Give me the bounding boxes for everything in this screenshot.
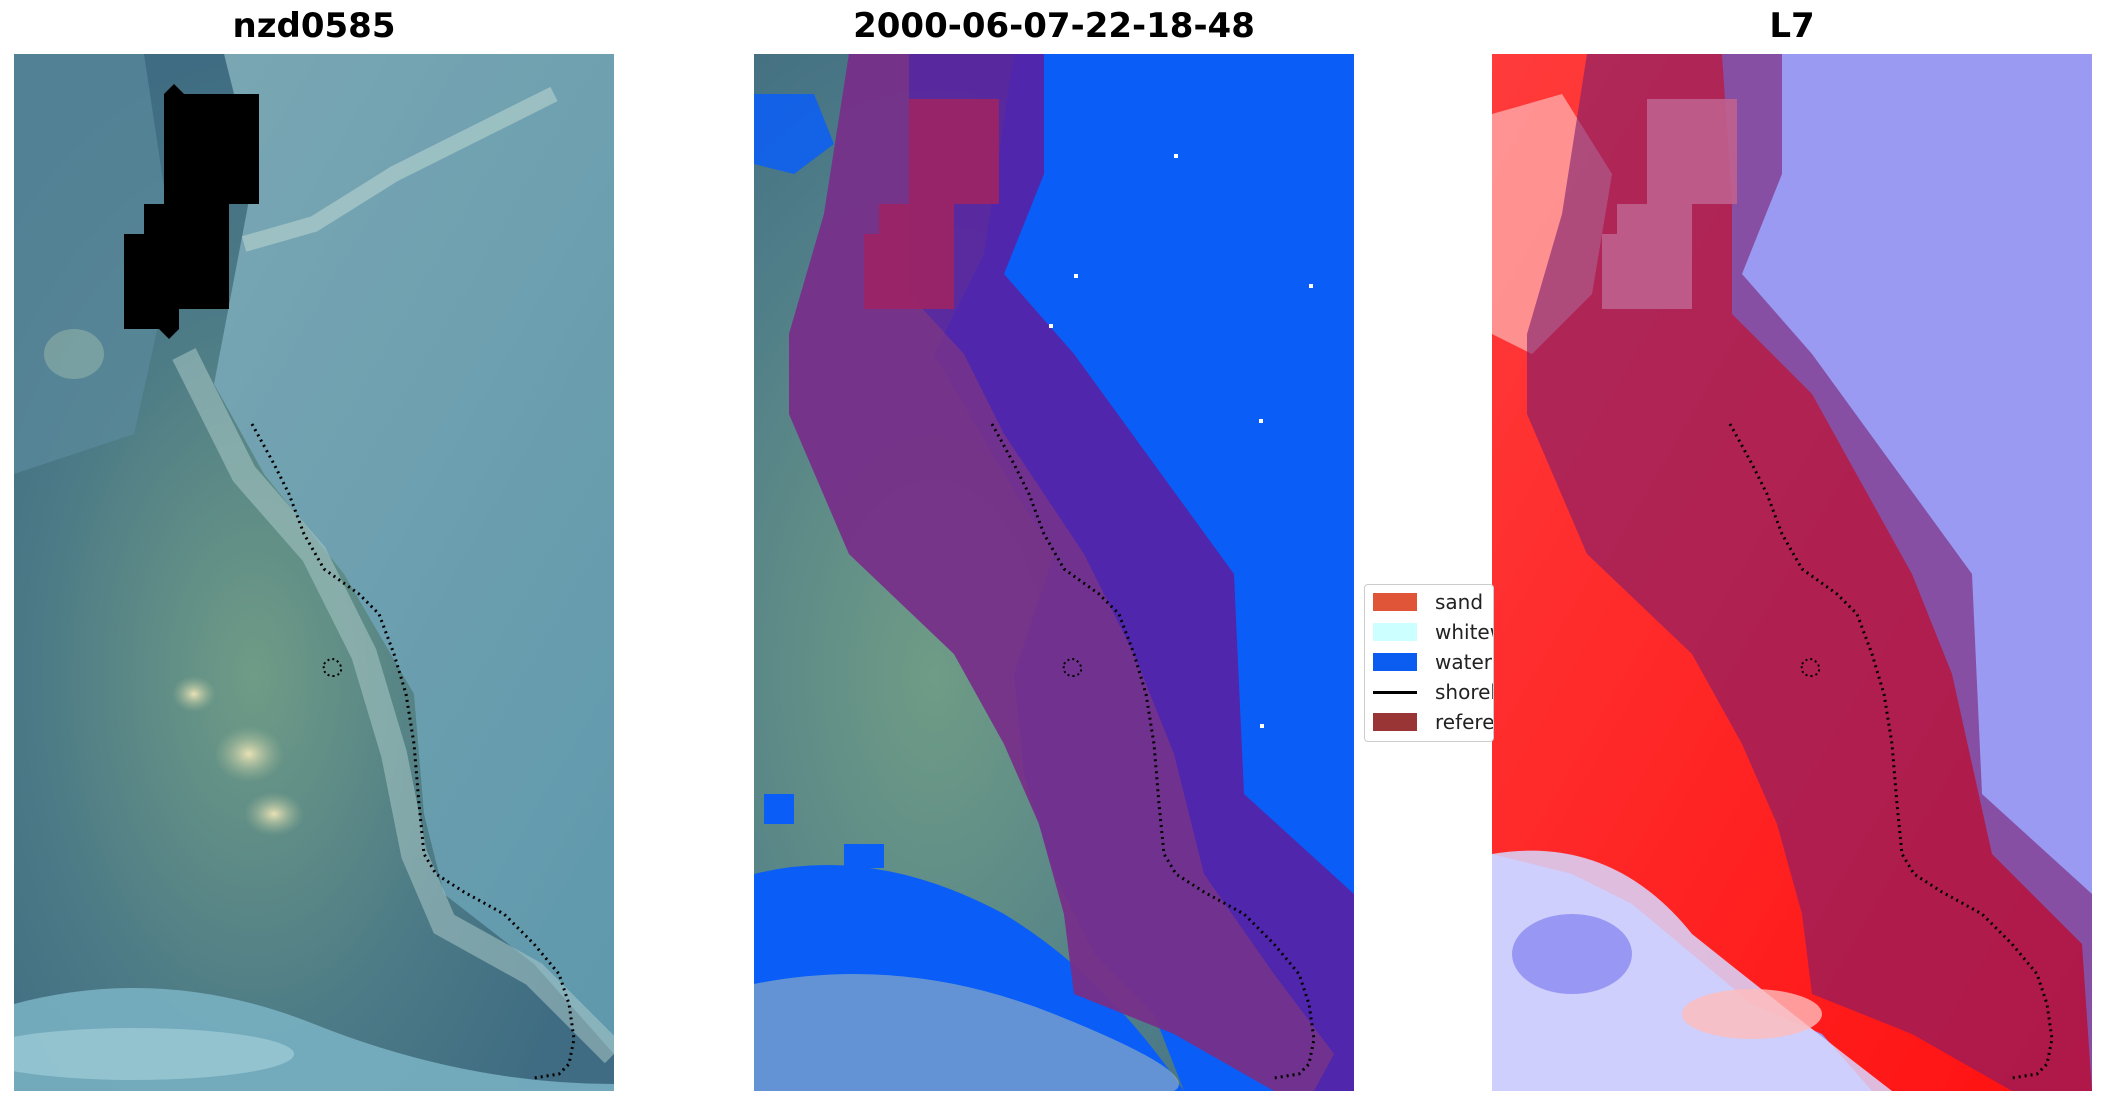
- cloud-mask: [124, 84, 259, 339]
- legend-label-reference: refere: [1435, 710, 1494, 734]
- legend-label-water: water: [1435, 650, 1492, 674]
- masked-region: [864, 99, 999, 309]
- rgb-image: [14, 54, 614, 1091]
- classified-image: [754, 54, 1354, 1091]
- legend-label-sand: sand: [1435, 590, 1484, 614]
- legend-swatch-reference: [1373, 713, 1417, 731]
- panel-title-index: L7: [1769, 6, 1815, 46]
- legend-item-water: water: [1373, 647, 1493, 677]
- legend-swatch-sand: [1373, 593, 1417, 611]
- rgb-image-panel: [14, 54, 614, 1091]
- panel-title-classified: 2000-06-07-22-18-48: [853, 6, 1255, 46]
- index-image: [1492, 54, 2092, 1091]
- panel-title-rgb: nzd0585: [232, 6, 396, 46]
- legend-item-shoreline: shorel: [1373, 677, 1494, 707]
- legend-item-sand: sand: [1373, 587, 1493, 617]
- legend-swatch-whitewater: [1373, 623, 1417, 641]
- legend-label-shoreline: shorel: [1435, 680, 1494, 704]
- legend-item-reference: refere: [1373, 707, 1494, 737]
- index-image-panel: [1492, 54, 2092, 1091]
- classified-image-panel: [754, 54, 1354, 1091]
- legend-swatch-shoreline: [1373, 690, 1417, 694]
- legend-swatch-water: [1373, 653, 1417, 671]
- masked-region: [1602, 99, 1737, 309]
